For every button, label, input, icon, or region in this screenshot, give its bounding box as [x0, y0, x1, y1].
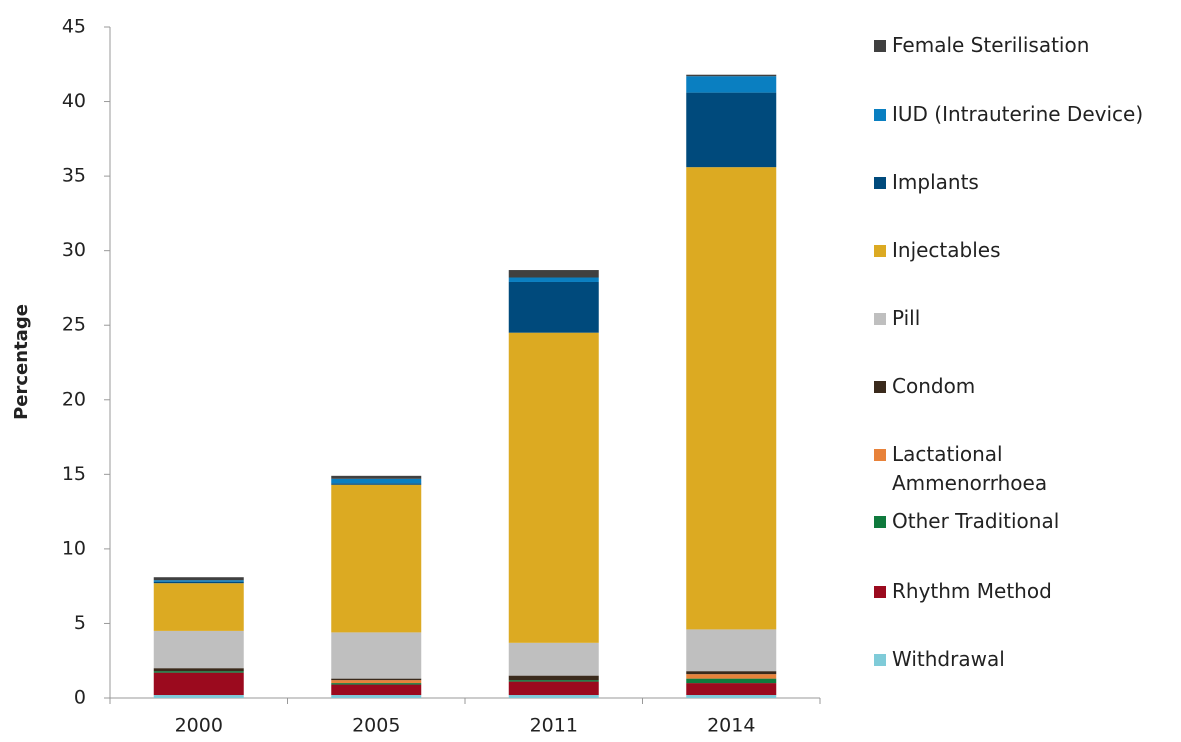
x-tick-label: 2005: [352, 715, 400, 737]
y-tick-label: 5: [74, 612, 86, 634]
bar-segment: [331, 684, 422, 696]
bar-segment: [508, 681, 599, 696]
y-tick-label: 15: [62, 463, 86, 485]
legend-swatch: [874, 177, 886, 189]
bar-segment: [508, 332, 599, 643]
legend-label: Pill: [892, 306, 921, 330]
y-tick-label: 20: [62, 388, 86, 410]
legend-label: Injectables: [892, 238, 1001, 262]
legend-item: Withdrawal: [874, 645, 1005, 674]
bar-segment: [508, 281, 599, 333]
y-tick-label: 40: [62, 90, 86, 112]
bar-segment: [686, 167, 777, 630]
bar-segment: [153, 581, 244, 584]
bar-segment: [508, 270, 599, 278]
bar-segment: [686, 683, 777, 696]
legend-label: Rhythm Method: [892, 579, 1052, 603]
legend-swatch: [874, 449, 886, 461]
bar-segment: [331, 478, 422, 484]
x-tick-label: 2014: [707, 715, 755, 737]
legend-label: Female Sterilisation: [892, 33, 1090, 57]
bar-segment: [331, 695, 422, 698]
bar-segment: [508, 277, 599, 282]
legend-item: Other Traditional: [874, 507, 1059, 536]
chart: Percentage 0 5 10 15 20 25 30 35 40 45 2000 2005 201…: [11, 16, 821, 737]
y-tick-label: 30: [62, 239, 86, 261]
bar-segment: [153, 583, 244, 631]
legend-swatch: [874, 109, 886, 121]
bar-segment: [153, 577, 244, 581]
bar-segment: [331, 680, 422, 684]
x-tick-label: 2000: [175, 715, 223, 737]
legend-item: Pill: [874, 304, 920, 333]
legend-item: IUD (Intrauterine Device): [874, 100, 1143, 129]
legend-item: Injectables: [874, 236, 1001, 265]
legend-swatch: [874, 381, 886, 393]
legend-label: Withdrawal: [892, 647, 1005, 671]
legend-label: Implants: [892, 170, 979, 194]
bar-segment: [686, 629, 777, 672]
y-tick-label: 25: [62, 314, 86, 336]
x-tick-label: 2011: [530, 715, 578, 737]
bar-segment: [153, 668, 244, 672]
bar-segment: [331, 475, 422, 479]
legend-swatch: [874, 516, 886, 528]
bar-segment: [686, 76, 777, 93]
bar-segment: [686, 74, 777, 77]
bar-segment: [508, 675, 599, 681]
bar-segment: [686, 678, 777, 684]
legend-item: Female Sterilisation: [874, 31, 1089, 60]
y-tick-label: 35: [62, 165, 86, 187]
bar-segment: [686, 695, 777, 698]
bar-segment: [331, 483, 422, 485]
legend-swatch: [874, 313, 886, 325]
legend-item: Lactational Ammenorrhoea: [874, 440, 1052, 498]
bar-segment: [508, 680, 599, 682]
legend-item: Condom: [874, 372, 975, 401]
y-tick-label: 0: [74, 687, 86, 709]
bar-segment: [508, 695, 599, 698]
bar-segment: [153, 671, 244, 673]
legend-swatch: [874, 40, 886, 52]
legend-label: Condom: [892, 374, 976, 398]
legend-label: Other Traditional: [892, 509, 1060, 533]
legend-swatch: [874, 245, 886, 257]
y-tick-label: 45: [62, 16, 86, 38]
legend-swatch: [874, 586, 886, 598]
bar-segment: [153, 580, 244, 582]
y-axis-label: Percentage: [11, 304, 32, 420]
bar-segment: [508, 642, 599, 676]
bar-segment: [331, 484, 422, 633]
legend-label: IUD (Intrauterine Device): [892, 102, 1144, 126]
y-tick-label: 10: [62, 537, 86, 559]
legend-item: Implants: [874, 168, 979, 197]
bar-segment: [686, 92, 777, 168]
bar-segment: [331, 678, 422, 681]
bar-segment: [686, 674, 777, 679]
bar-segment: [153, 695, 244, 698]
bar-segment: [331, 683, 422, 685]
bar-segment: [153, 672, 244, 696]
bar-segment: [686, 671, 777, 675]
legend-label: Lactational Ammenorrhoea: [892, 442, 1048, 495]
legend-item: Rhythm Method: [874, 577, 1052, 606]
legend-swatch: [874, 654, 886, 666]
bar-segment: [153, 630, 244, 669]
bar-segment: [331, 632, 422, 679]
